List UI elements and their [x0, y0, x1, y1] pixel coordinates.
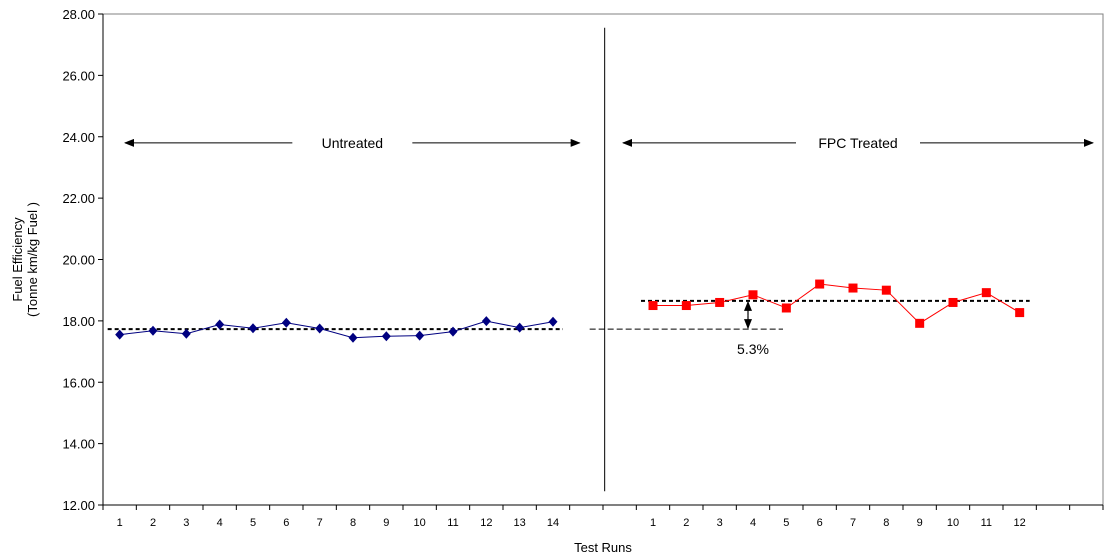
x-tick-label: 9 [917, 517, 923, 529]
y-tick-label: 28.00 [62, 7, 95, 22]
y-axis: 12.00 14.00 16.00 18.00 20.00 22.00 24.00 26.00… [62, 7, 104, 513]
x-tick-label: 12 [1014, 517, 1026, 529]
data-point-square [948, 297, 958, 307]
region-label: Untreated [322, 135, 383, 151]
x-tick-label: 7 [850, 517, 856, 529]
plot-border [102, 13, 1104, 506]
x-tick-label: 13 [514, 517, 526, 529]
data-point-square [915, 318, 925, 328]
data-point-square [648, 301, 658, 311]
data-point-square [1015, 308, 1025, 318]
data-point-diamond [148, 325, 158, 336]
y-tick-label: 14.00 [62, 437, 95, 452]
data-point-diamond [281, 317, 291, 328]
x-tick-label: 7 [317, 517, 323, 529]
x-tick-label: 6 [817, 517, 823, 529]
y-tick-label: 24.00 [62, 130, 95, 145]
y-tick-label: 22.00 [62, 191, 95, 206]
data-point-square [881, 285, 891, 295]
x-tick-label: 11 [981, 517, 992, 529]
x-tick-label: 8 [350, 517, 356, 529]
x-tick-label: 12 [480, 517, 492, 529]
data-point-diamond [548, 316, 558, 327]
data-point-diamond [248, 323, 258, 334]
data-point-square [848, 283, 858, 293]
plot-area [102, 13, 1104, 506]
y-tick-label: 20.00 [62, 253, 95, 268]
y-axis-title-line-1: Fuel Efficiency [10, 217, 25, 302]
difference-annotation: 5.3% [589, 300, 783, 357]
y-tick-label: 26.00 [62, 68, 95, 83]
x-axis: 1 2 3 4 5 6 7 8 9 10 11 12 13 14 1 2 3 4 5 6 7 8 9 10 11 12 [102, 504, 1104, 529]
data-point-diamond [515, 322, 525, 333]
x-tick-label: 5 [250, 517, 256, 529]
region-annotations: Untreated FPC Treated [124, 27, 1094, 492]
x-tick-label: 1 [650, 517, 656, 529]
data-point-square [781, 303, 791, 313]
data-point-square [981, 288, 991, 298]
y-axis-title-line-2: (Tonne km/kg Fuel ) [25, 202, 40, 317]
difference-label: 5.3% [737, 341, 769, 357]
data-point-diamond [448, 326, 458, 337]
x-tick-label: 2 [683, 517, 689, 529]
y-tick-label: 18.00 [62, 314, 95, 329]
x-tick-label: 10 [414, 517, 426, 529]
data-point-diamond [348, 332, 358, 343]
data-point-diamond [181, 328, 191, 339]
data-point-square [815, 279, 825, 289]
x-tick-label: 4 [217, 517, 223, 529]
data-point-diamond [415, 330, 425, 341]
data-point-diamond [215, 319, 225, 330]
y-tick-label: 16.00 [62, 375, 95, 390]
mean-lines [107, 299, 1030, 331]
data-point-diamond [381, 331, 391, 342]
data-point-square [748, 290, 758, 300]
x-tick-label: 3 [717, 517, 723, 529]
y-tick-label: 12.00 [62, 498, 95, 513]
x-axis-title: Test Runs [574, 540, 632, 555]
x-tick-label: 8 [883, 517, 889, 529]
data-point-diamond [115, 329, 125, 340]
x-tick-label: 3 [183, 517, 189, 529]
x-tick-label: 11 [447, 517, 458, 529]
x-tick-label: 1 [117, 517, 123, 529]
data-point-diamond [315, 323, 325, 334]
series-line [119, 320, 554, 339]
x-tick-label: 5 [783, 517, 789, 529]
series-layer [115, 279, 1025, 343]
x-tick-label: 10 [947, 517, 959, 529]
data-point-diamond [481, 316, 491, 327]
series-line [653, 283, 1020, 324]
x-tick-label: 6 [283, 517, 289, 529]
x-tick-label: 14 [547, 517, 559, 529]
x-tick-label: 2 [150, 517, 156, 529]
data-point-square [681, 301, 691, 311]
region-label: FPC Treated [818, 135, 897, 151]
x-tick-label: 4 [750, 517, 756, 529]
data-point-square [715, 297, 725, 307]
x-tick-label: 9 [383, 517, 389, 529]
